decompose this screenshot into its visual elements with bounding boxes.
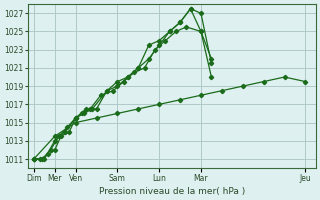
X-axis label: Pression niveau de la mer( hPa ): Pression niveau de la mer( hPa ) bbox=[99, 187, 245, 196]
